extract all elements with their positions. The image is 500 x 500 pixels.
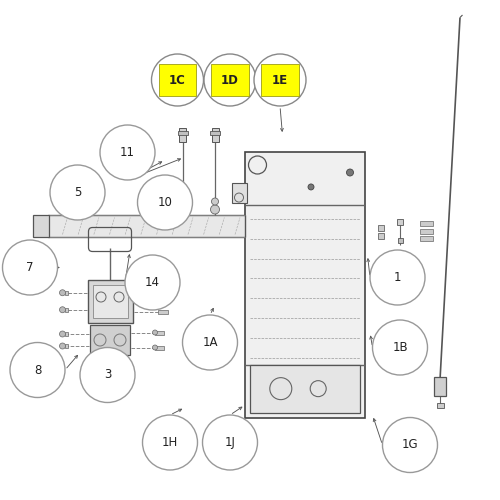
Circle shape (142, 415, 198, 470)
FancyBboxPatch shape (65, 291, 68, 294)
Circle shape (212, 198, 218, 205)
Text: 1: 1 (394, 271, 401, 284)
Text: 1C: 1C (169, 74, 186, 86)
FancyBboxPatch shape (159, 64, 196, 96)
Circle shape (2, 240, 58, 295)
FancyBboxPatch shape (155, 330, 164, 334)
FancyBboxPatch shape (420, 221, 432, 226)
FancyBboxPatch shape (158, 310, 168, 314)
FancyBboxPatch shape (434, 377, 446, 396)
Circle shape (210, 205, 220, 214)
Circle shape (204, 54, 256, 106)
Circle shape (60, 331, 66, 337)
Text: 8: 8 (34, 364, 41, 376)
Circle shape (182, 315, 238, 370)
FancyBboxPatch shape (378, 232, 384, 239)
Text: 5: 5 (74, 186, 81, 199)
FancyBboxPatch shape (210, 131, 220, 135)
FancyBboxPatch shape (158, 288, 168, 292)
FancyBboxPatch shape (262, 64, 298, 96)
FancyBboxPatch shape (397, 219, 403, 225)
FancyBboxPatch shape (179, 128, 186, 142)
FancyBboxPatch shape (88, 280, 132, 322)
Text: 1B: 1B (392, 341, 408, 354)
Circle shape (60, 290, 66, 296)
Circle shape (10, 342, 65, 398)
Text: 11: 11 (120, 146, 135, 159)
Text: 1H: 1H (162, 436, 178, 449)
FancyBboxPatch shape (155, 346, 164, 350)
FancyBboxPatch shape (212, 128, 218, 142)
Text: 1D: 1D (221, 74, 239, 86)
FancyBboxPatch shape (212, 64, 248, 96)
FancyBboxPatch shape (420, 228, 432, 234)
Circle shape (372, 320, 428, 375)
FancyBboxPatch shape (178, 131, 188, 135)
FancyBboxPatch shape (232, 183, 246, 203)
FancyBboxPatch shape (420, 236, 432, 241)
Circle shape (382, 418, 438, 472)
Text: 1E: 1E (272, 74, 288, 86)
FancyBboxPatch shape (245, 152, 365, 418)
Circle shape (100, 125, 155, 180)
Text: 7: 7 (26, 261, 34, 274)
Circle shape (60, 343, 66, 349)
FancyBboxPatch shape (90, 325, 130, 355)
Circle shape (254, 54, 306, 106)
FancyBboxPatch shape (436, 402, 444, 407)
Text: 3: 3 (104, 368, 111, 382)
FancyBboxPatch shape (65, 308, 68, 312)
Circle shape (202, 415, 258, 470)
FancyBboxPatch shape (378, 224, 384, 231)
Circle shape (178, 205, 187, 214)
FancyBboxPatch shape (32, 215, 48, 237)
Text: 10: 10 (158, 196, 172, 209)
Circle shape (308, 184, 314, 190)
FancyBboxPatch shape (92, 285, 128, 318)
Text: 1J: 1J (224, 436, 235, 449)
Circle shape (80, 348, 135, 403)
Circle shape (152, 330, 158, 335)
Circle shape (50, 165, 105, 220)
Circle shape (346, 169, 354, 176)
FancyBboxPatch shape (250, 365, 360, 412)
Circle shape (125, 255, 180, 310)
Circle shape (60, 306, 66, 313)
Text: 1G: 1G (402, 438, 418, 452)
Circle shape (152, 54, 204, 106)
Circle shape (138, 175, 192, 230)
FancyBboxPatch shape (398, 238, 402, 243)
Text: 1A: 1A (202, 336, 218, 349)
FancyBboxPatch shape (65, 332, 68, 336)
Circle shape (179, 198, 186, 205)
FancyBboxPatch shape (48, 216, 245, 236)
Circle shape (370, 250, 425, 305)
Circle shape (152, 345, 158, 350)
FancyBboxPatch shape (65, 344, 68, 348)
Text: 14: 14 (145, 276, 160, 289)
